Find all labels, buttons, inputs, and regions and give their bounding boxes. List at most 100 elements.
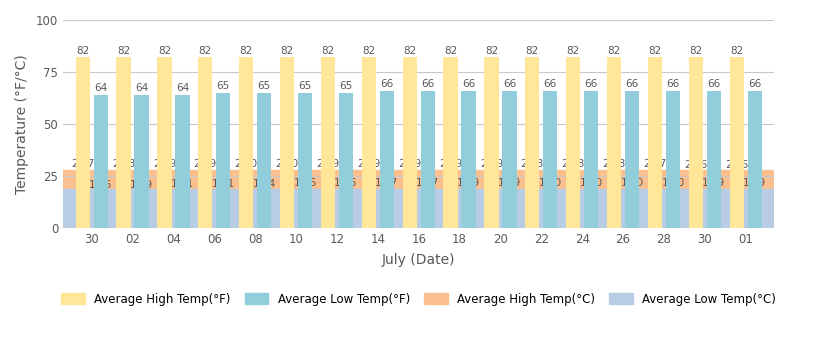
Text: 18.9: 18.9 bbox=[743, 178, 766, 188]
Text: 66: 66 bbox=[421, 79, 434, 89]
Bar bbox=[379, 91, 394, 228]
Bar bbox=[239, 58, 253, 228]
Bar bbox=[175, 95, 189, 228]
Bar bbox=[257, 93, 271, 228]
Text: 28.0: 28.0 bbox=[235, 159, 258, 169]
Text: 82: 82 bbox=[567, 46, 580, 56]
Text: 64: 64 bbox=[135, 83, 149, 93]
Text: 27.8: 27.8 bbox=[112, 159, 135, 169]
Text: 18.4: 18.4 bbox=[252, 179, 276, 189]
Text: 82: 82 bbox=[444, 46, 457, 56]
Bar bbox=[502, 91, 516, 228]
Text: 27.9: 27.9 bbox=[153, 159, 176, 169]
Text: 82: 82 bbox=[608, 46, 621, 56]
Text: 19.0: 19.0 bbox=[621, 177, 643, 188]
Bar bbox=[647, 58, 662, 228]
Bar bbox=[280, 58, 294, 228]
Text: 66: 66 bbox=[748, 79, 761, 89]
Text: 66: 66 bbox=[544, 79, 557, 89]
Bar bbox=[689, 58, 703, 228]
Bar bbox=[134, 95, 149, 228]
Bar bbox=[443, 58, 457, 228]
Text: 18.1: 18.1 bbox=[171, 180, 194, 189]
Text: 82: 82 bbox=[76, 46, 90, 56]
Bar bbox=[63, 189, 774, 228]
Text: 64: 64 bbox=[176, 83, 189, 93]
Bar bbox=[94, 95, 108, 228]
Text: 27.9: 27.9 bbox=[398, 159, 422, 169]
Bar bbox=[525, 58, 540, 228]
Bar bbox=[730, 58, 744, 228]
Text: 27.8: 27.8 bbox=[603, 159, 626, 169]
Text: 18.9: 18.9 bbox=[457, 178, 481, 188]
Text: 18.9: 18.9 bbox=[702, 178, 725, 188]
Text: 27.9: 27.9 bbox=[316, 159, 339, 169]
Text: 27.9: 27.9 bbox=[439, 159, 462, 169]
Bar bbox=[461, 91, 476, 228]
Text: 19.0: 19.0 bbox=[662, 177, 685, 188]
Bar bbox=[666, 91, 680, 228]
Text: 64: 64 bbox=[94, 83, 107, 93]
Text: 82: 82 bbox=[689, 46, 702, 56]
Bar bbox=[625, 91, 639, 228]
Text: 65: 65 bbox=[339, 81, 353, 91]
Text: 82: 82 bbox=[485, 46, 498, 56]
Text: 82: 82 bbox=[403, 46, 417, 56]
Text: 66: 66 bbox=[584, 79, 598, 89]
Bar bbox=[339, 93, 353, 228]
Text: 65: 65 bbox=[299, 81, 311, 91]
Text: 82: 82 bbox=[158, 46, 171, 56]
Text: 17.6: 17.6 bbox=[89, 180, 112, 190]
Text: 82: 82 bbox=[648, 46, 662, 56]
Text: 18.6: 18.6 bbox=[334, 178, 358, 188]
Text: 19.0: 19.0 bbox=[539, 177, 562, 188]
Text: 17.9: 17.9 bbox=[130, 180, 154, 190]
Text: 27.8: 27.8 bbox=[520, 159, 544, 169]
Bar bbox=[298, 93, 312, 228]
Bar bbox=[157, 58, 172, 228]
Bar bbox=[362, 58, 376, 228]
Text: 82: 82 bbox=[198, 46, 212, 56]
Text: 19.0: 19.0 bbox=[579, 177, 603, 188]
Bar bbox=[76, 58, 90, 228]
Text: 66: 66 bbox=[503, 79, 516, 89]
Text: 27.6: 27.6 bbox=[684, 160, 707, 170]
Legend: Average High Temp(°F), Average Low Temp(°F), Average High Temp(°C), Average Low : Average High Temp(°F), Average Low Temp(… bbox=[56, 288, 781, 311]
Text: 82: 82 bbox=[362, 46, 375, 56]
Text: 27.9: 27.9 bbox=[480, 159, 503, 169]
Bar bbox=[63, 170, 774, 228]
Bar bbox=[484, 58, 499, 228]
Bar bbox=[403, 58, 417, 228]
Text: 66: 66 bbox=[666, 79, 680, 89]
Y-axis label: Temperature (°F/°C): Temperature (°F/°C) bbox=[15, 54, 29, 194]
Text: 18.9: 18.9 bbox=[498, 178, 521, 188]
Text: 82: 82 bbox=[117, 46, 130, 56]
Text: 28.0: 28.0 bbox=[276, 159, 299, 169]
Text: 82: 82 bbox=[730, 46, 744, 56]
Text: 65: 65 bbox=[217, 81, 230, 91]
Text: 27.9: 27.9 bbox=[357, 159, 380, 169]
Bar bbox=[584, 91, 598, 228]
Text: 82: 82 bbox=[321, 46, 334, 56]
Text: 82: 82 bbox=[281, 46, 294, 56]
Bar bbox=[116, 58, 130, 228]
Text: 27.7: 27.7 bbox=[643, 159, 666, 169]
Text: 66: 66 bbox=[707, 79, 720, 89]
Bar bbox=[566, 58, 580, 228]
X-axis label: July (Date): July (Date) bbox=[382, 253, 456, 267]
Text: 66: 66 bbox=[380, 79, 393, 89]
Text: 18.7: 18.7 bbox=[375, 178, 398, 188]
Bar bbox=[607, 58, 621, 228]
Bar bbox=[320, 58, 335, 228]
Text: 27.8: 27.8 bbox=[562, 159, 585, 169]
Bar bbox=[543, 91, 558, 228]
Text: 27.7: 27.7 bbox=[71, 159, 95, 169]
Text: 18.1: 18.1 bbox=[212, 180, 235, 189]
Text: 82: 82 bbox=[240, 46, 253, 56]
Text: 18.7: 18.7 bbox=[416, 178, 439, 188]
Text: 27.9: 27.9 bbox=[193, 159, 217, 169]
Bar bbox=[706, 91, 721, 228]
Text: 65: 65 bbox=[257, 81, 271, 91]
Bar bbox=[748, 91, 762, 228]
Bar bbox=[216, 93, 231, 228]
